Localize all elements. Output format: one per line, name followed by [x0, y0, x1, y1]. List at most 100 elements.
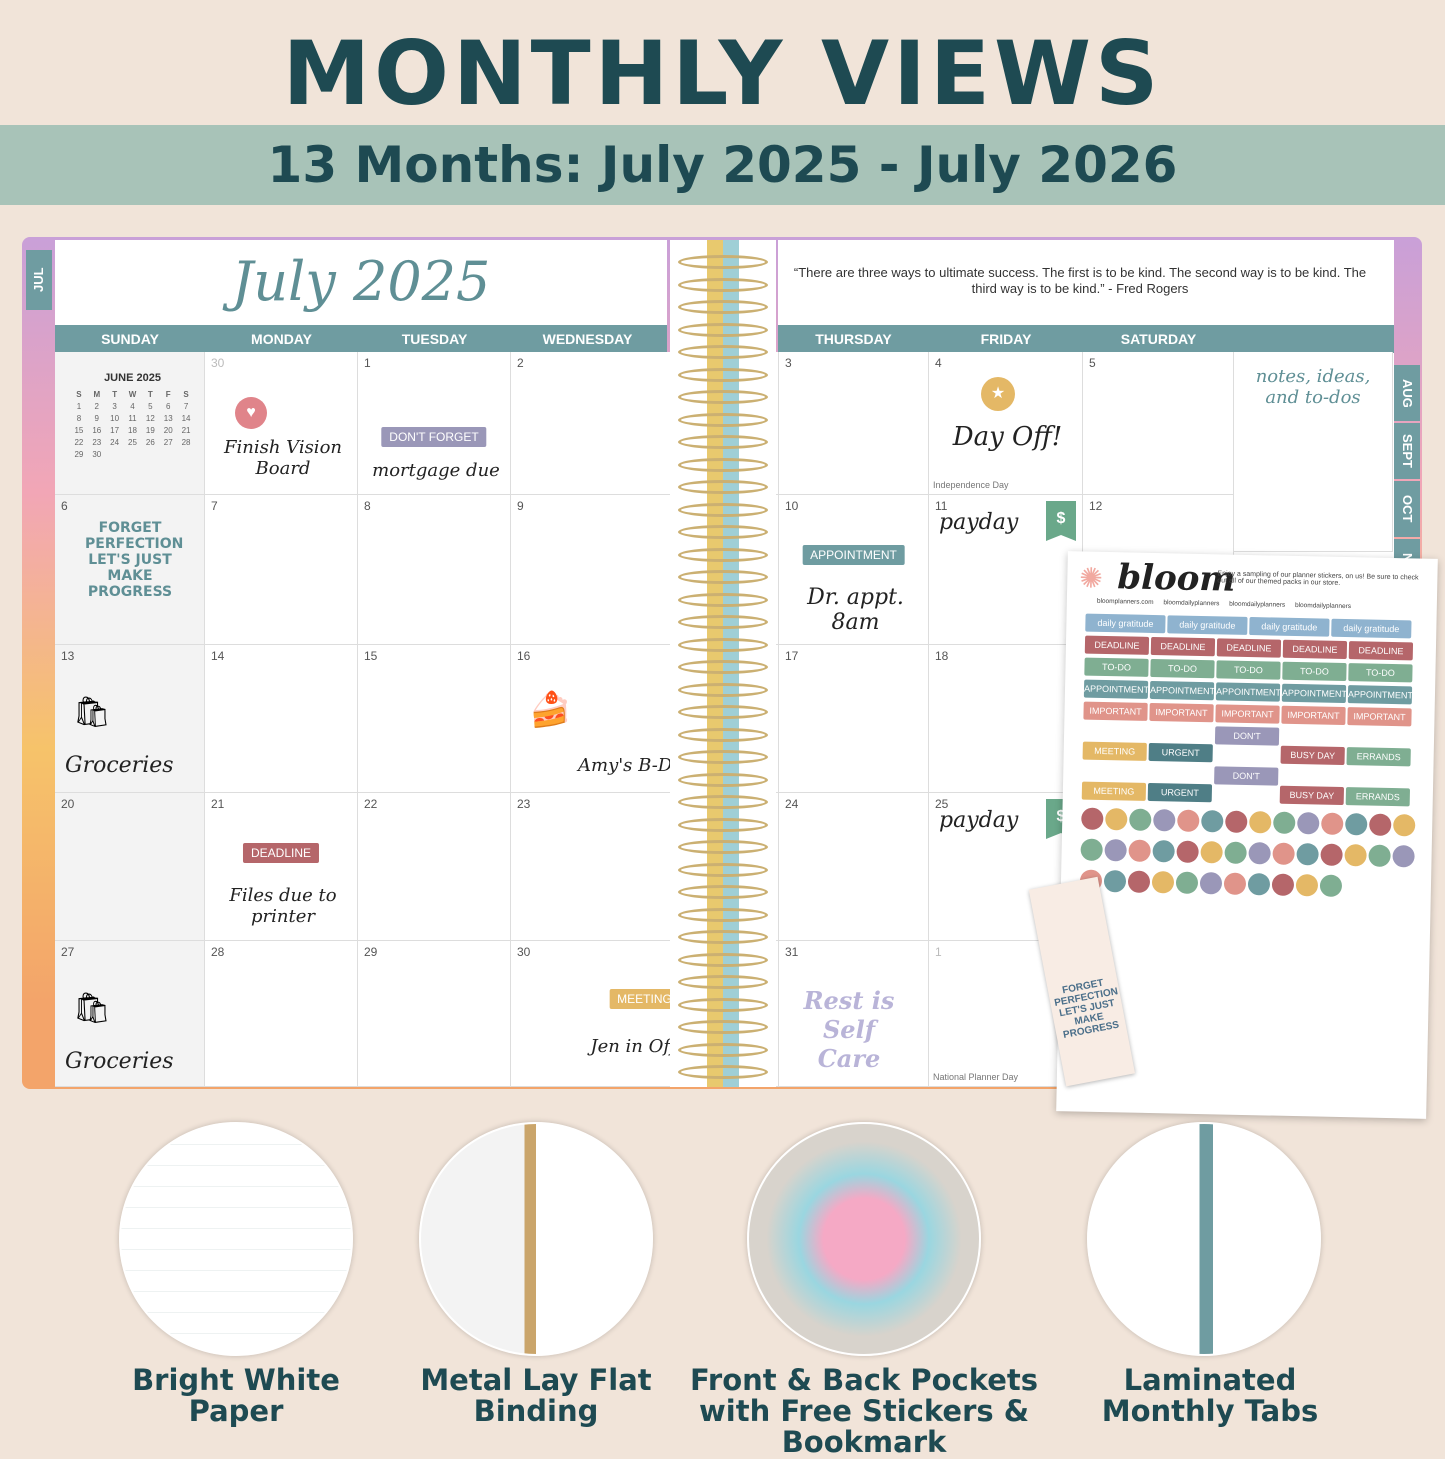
handwritten-note: Day Off! — [952, 422, 1063, 452]
day-cell[interactable]: 24 — [779, 793, 929, 941]
day-cell[interactable]: 11 payday $ — [929, 495, 1083, 645]
sticker-label: DEADLINE — [242, 843, 320, 863]
mini-date: 22 — [74, 438, 84, 447]
spiral-ring — [678, 637, 768, 652]
weekday-header-right: THURSDAY FRIDAY SATURDAY — [778, 325, 1394, 353]
date-number: 9 — [517, 499, 524, 513]
day-cell[interactable]: 22 — [358, 793, 511, 941]
date-number: 7 — [211, 499, 218, 513]
spiral-ring — [678, 930, 768, 944]
weekday-header-left: SUNDAY MONDAY TUESDAY WEDNESDAY — [55, 325, 667, 353]
spiral-ring — [678, 322, 768, 337]
day-cell[interactable]: 14 — [205, 645, 358, 793]
sticker: TO-DO — [1216, 660, 1281, 680]
spiral-ring — [678, 277, 768, 292]
day-cell[interactable]: 10 APPOINTMENT Dr. appt. 8am — [779, 495, 929, 645]
date-number: 29 — [364, 945, 378, 959]
date-number: 11 — [935, 499, 948, 513]
icon-sticker — [1297, 812, 1320, 835]
day-cell[interactable]: 6 FORGET PERFECTION LET'S JUST MAKE PROGR… — [55, 495, 205, 645]
sticker-label: APPOINTMENT — [802, 545, 905, 565]
day-cell[interactable]: 4 ★ Day Off! Independence Day — [929, 352, 1083, 495]
sticker: APPOINTMENT — [1083, 679, 1149, 699]
date-number: 13 — [61, 649, 75, 663]
sticker: URGENT — [1147, 782, 1213, 803]
tab-oct[interactable]: OCT — [1394, 481, 1420, 537]
mini-date: 19 — [145, 426, 155, 435]
spiral-ring — [678, 682, 768, 697]
day-cell[interactable]: 1 DON'T FORGET mortgage due — [358, 352, 511, 495]
day-cell[interactable]: 13 🛍 Groceries — [55, 645, 205, 793]
sticker: DEADLINE — [1084, 635, 1150, 655]
mini-date: 2 — [94, 402, 99, 411]
mini-day: M — [93, 390, 101, 399]
day-cell[interactable]: 15 — [358, 645, 511, 793]
day-cell[interactable]: 8 — [358, 495, 511, 645]
icon-sticker — [1296, 843, 1319, 866]
icon-sticker — [1319, 874, 1343, 897]
mini-date: 28 — [181, 438, 191, 447]
day-cell[interactable]: JUNE 2025 S M T W T F S 1 2 3 4 5 6 7 8 9 10 11 12 13 14 15 16 1… — [55, 352, 205, 495]
day-cell[interactable]: 3 — [779, 352, 929, 495]
spiral-ring — [678, 435, 768, 449]
sticker: daily gratitude — [1167, 615, 1248, 635]
date-number: 17 — [785, 649, 799, 663]
day-cell[interactable]: 18 — [929, 645, 1083, 793]
date-number: 31 — [785, 945, 799, 959]
mini-date: 21 — [181, 426, 191, 435]
icon-sticker — [1369, 813, 1392, 837]
feature-binding-image — [419, 1122, 653, 1356]
spiral-ring — [678, 907, 768, 922]
mini-date: 3 — [112, 402, 117, 411]
handwritten-note: Finish Vision Board — [223, 437, 342, 479]
notes-area[interactable]: notes, ideas, and to-dos — [1234, 352, 1393, 552]
icon-sticker — [1176, 840, 1199, 863]
spiral-ring — [678, 547, 768, 562]
spiral-binding — [670, 240, 776, 1087]
grocery-bag-icon: 🛍 — [73, 696, 112, 729]
day-cell[interactable]: 28 — [205, 941, 358, 1087]
mini-date: 8 — [76, 414, 82, 423]
icon-sticker — [1320, 843, 1343, 867]
tab-jul[interactable]: JUL — [26, 250, 52, 310]
day-cell[interactable]: 30 ♥ Finish Vision Board — [205, 352, 358, 495]
icon-sticker — [1152, 840, 1175, 863]
heart-icon: ♥ — [235, 397, 267, 429]
perfection-sticker: FORGET PERFECTION LET'S JUST MAKE PROGRE… — [85, 520, 184, 600]
self-care-sticker: Rest is Self Care — [803, 986, 895, 1073]
handwritten-note: Dr. appt. 8am — [807, 585, 904, 635]
spiral-ring — [678, 997, 768, 1012]
social-links: bloomplanners.com bloomdailyplanners blo… — [1097, 598, 1351, 610]
handwritten-note: Files due to printer — [229, 885, 337, 927]
sticker: daily gratitude — [1331, 618, 1412, 639]
date-number: 22 — [364, 797, 378, 811]
mini-calendar-title: JUNE 2025 — [104, 372, 161, 384]
mini-date: 12 — [145, 414, 155, 423]
subtitle-band: 13 Months: July 2025 - July 2026 — [0, 125, 1445, 205]
icon-sticker — [1081, 807, 1104, 830]
mini-date: 13 — [163, 414, 173, 423]
spiral-ring — [678, 1042, 768, 1057]
day-cell[interactable]: 17 — [779, 645, 929, 793]
mini-date: 15 — [74, 426, 84, 435]
mini-date: 4 — [130, 402, 135, 411]
day-cell[interactable]: 7 — [205, 495, 358, 645]
holiday-label: Independence Day — [933, 480, 1009, 490]
tab-sept[interactable]: SEPT — [1394, 423, 1420, 479]
sticker: APPOINTMENT — [1347, 685, 1413, 705]
day-cell[interactable]: 31 Rest is Self Care — [779, 941, 929, 1087]
mini-date: 9 — [94, 414, 99, 423]
sticker: IMPORTANT — [1083, 701, 1148, 721]
icon-sticker — [1175, 871, 1199, 894]
spiral-ring — [678, 502, 768, 517]
day-cell[interactable]: 27 🛍 Groceries — [55, 941, 205, 1087]
day-cell[interactable]: 5 — [1083, 352, 1234, 495]
tab-aug[interactable]: AUG — [1394, 365, 1420, 421]
date-number: 8 — [364, 499, 371, 513]
icon-sticker — [1345, 813, 1368, 836]
icon-sticker — [1151, 871, 1175, 894]
day-cell[interactable]: 20 — [55, 793, 205, 941]
day-cell[interactable]: 29 — [358, 941, 511, 1087]
day-cell[interactable]: 21 DEADLINE Files due to printer — [205, 793, 358, 941]
facebook: bloomdailyplanners — [1229, 600, 1286, 609]
